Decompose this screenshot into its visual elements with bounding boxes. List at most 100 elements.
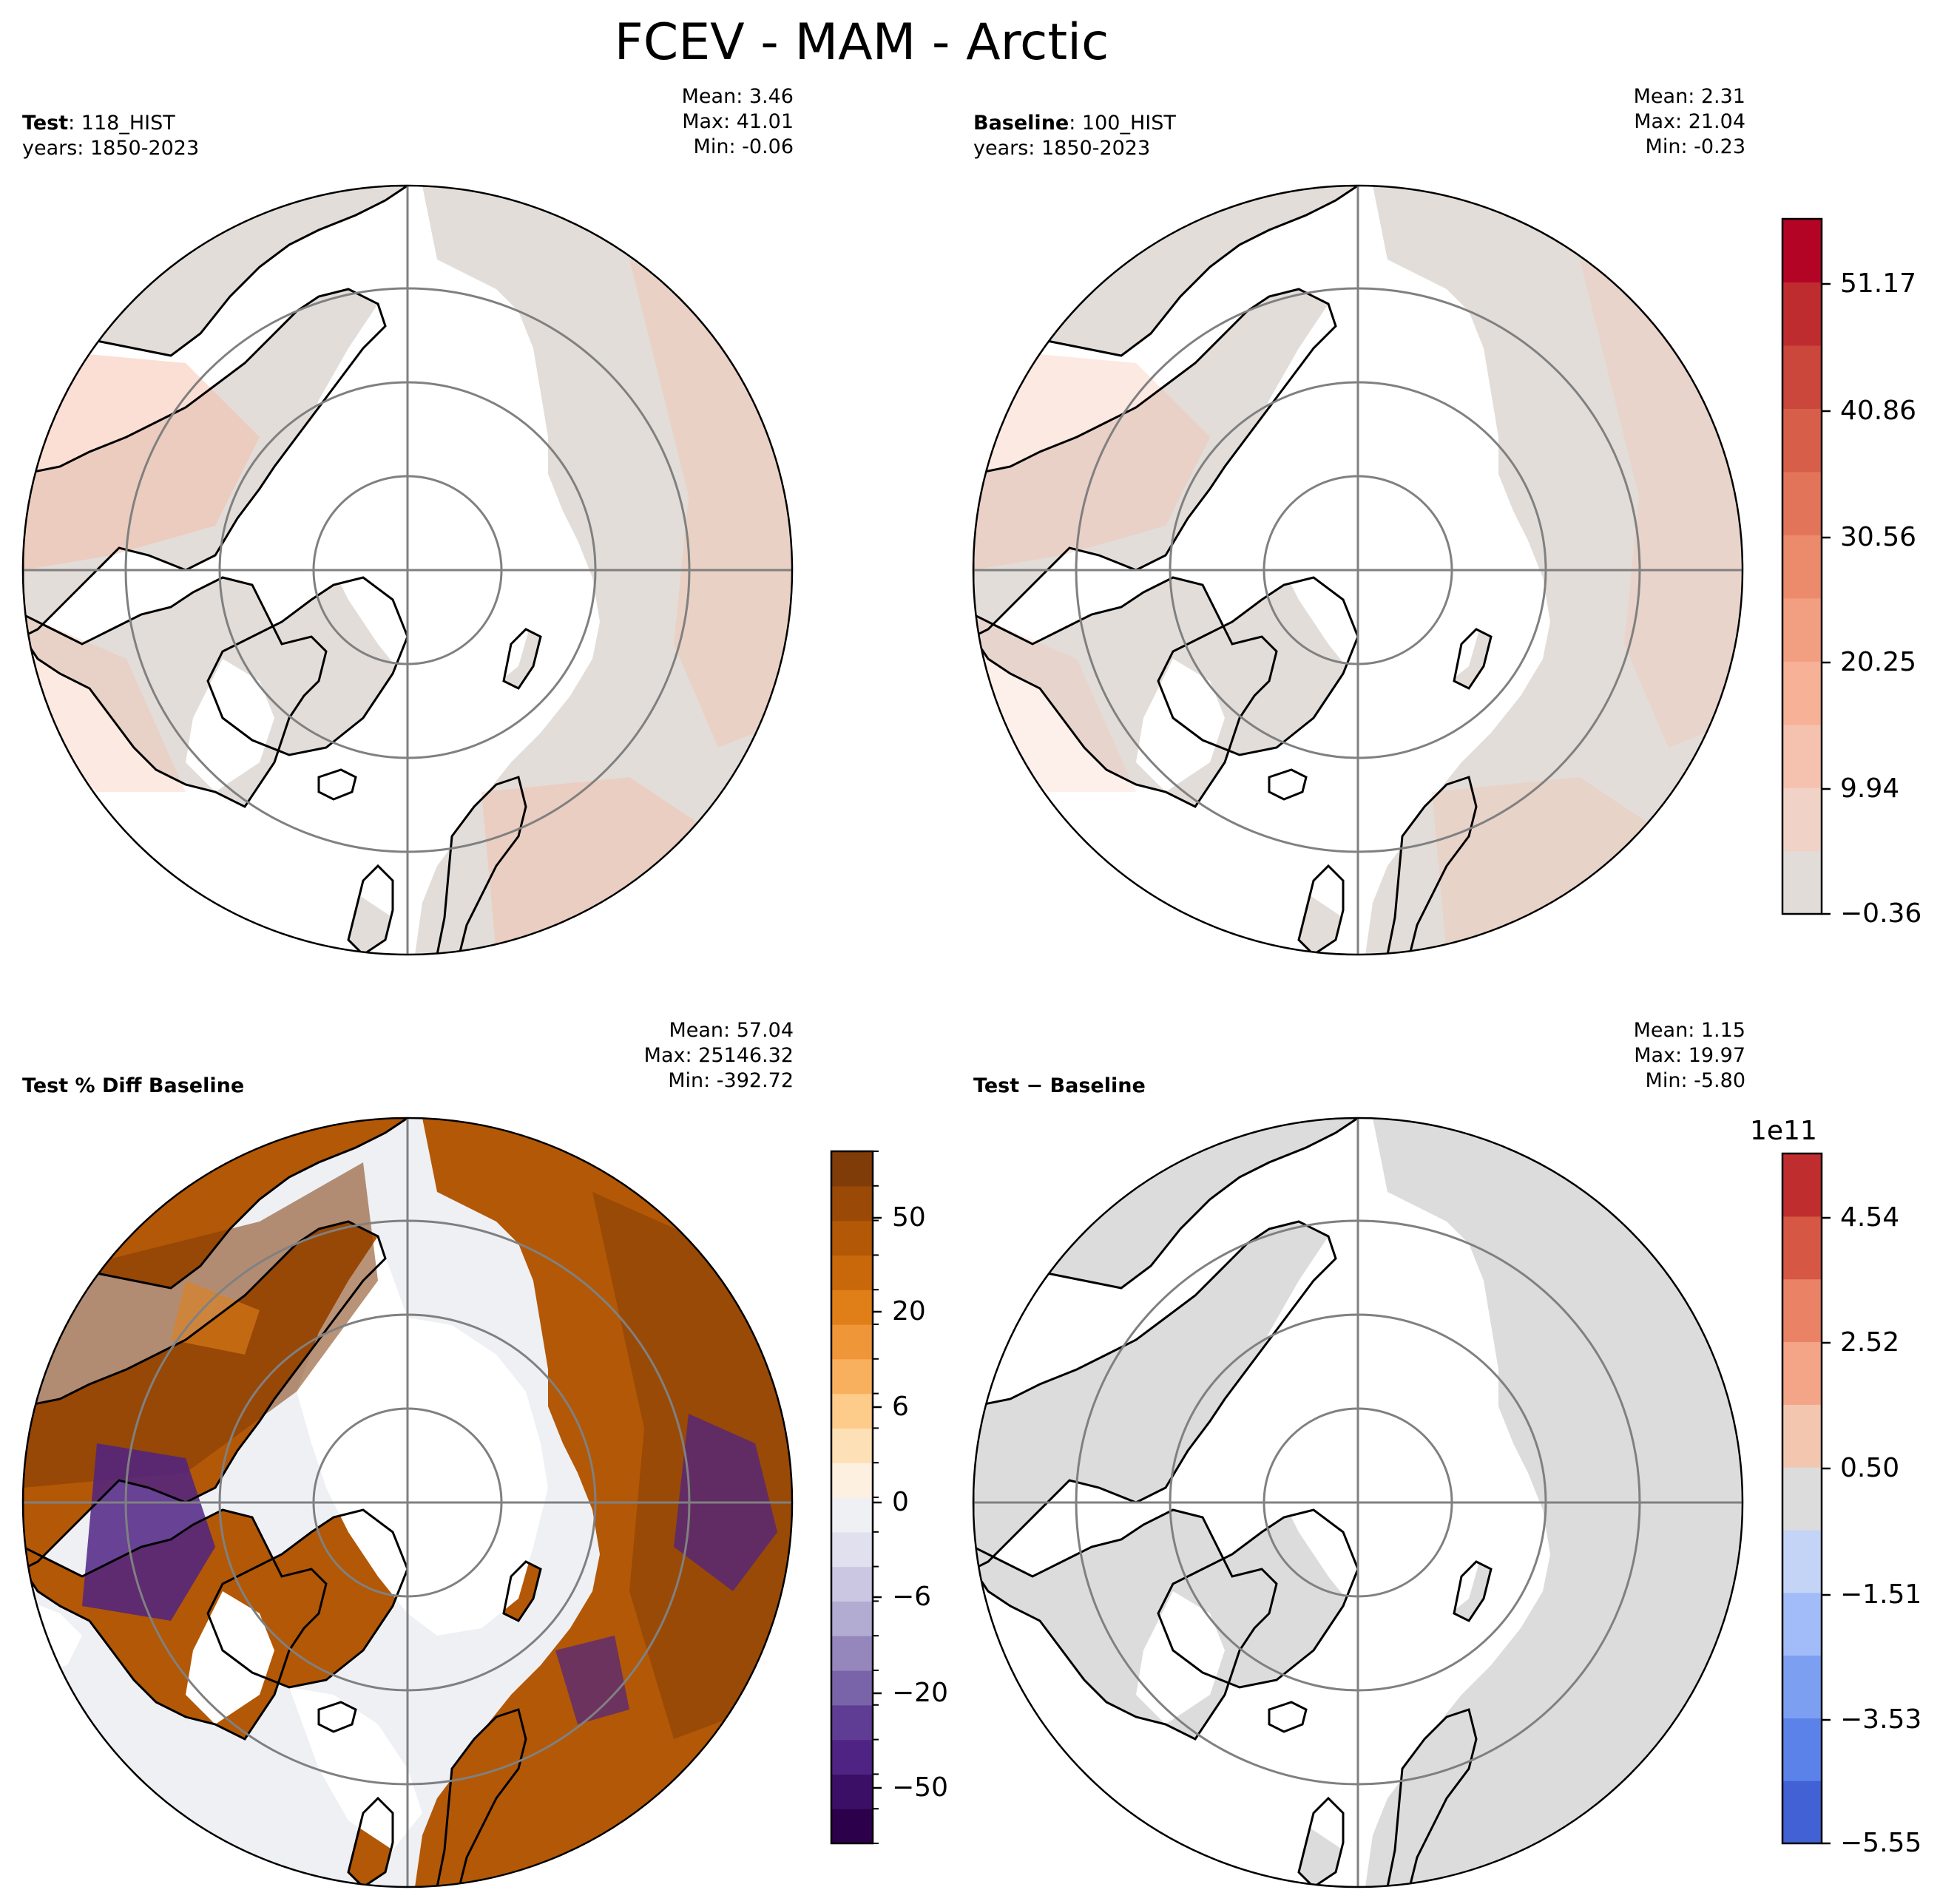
colorbar-pct-segment <box>831 1636 873 1671</box>
colorbar-pct-segment <box>831 1185 873 1222</box>
baseline-min: Min: -0.23 <box>1645 135 1745 158</box>
baseline-map-coast-iceland <box>1268 768 1308 801</box>
colorbar-diff-segment <box>1782 1529 1822 1593</box>
colorbar-diff-scale: 1e11 <box>1750 1116 1817 1146</box>
pctdiff-map-coast-iceland <box>317 1701 357 1733</box>
colorbar-main-frame <box>1781 217 1823 915</box>
cbar-diff-tick: 0.50 <box>1840 1453 1900 1483</box>
pctdiff-mean: Mean: 57.04 <box>669 1019 794 1042</box>
baseline-panel-stats: Mean: 2.31 Max: 21.04 Min: -0.23 <box>1634 84 1745 160</box>
test-map-shading <box>481 777 718 955</box>
pctdiff-panel-label: Test % Diff Baseline <box>22 1074 245 1097</box>
cbar-pct-tick: 0 <box>892 1487 909 1517</box>
diff-min: Min: -5.80 <box>1645 1069 1745 1092</box>
cbar-pct-tick: −20 <box>892 1678 948 1708</box>
test-panel-stats: Mean: 3.46 Max: 41.01 Min: -0.06 <box>682 84 794 160</box>
colorbar-main-segment <box>1782 535 1822 599</box>
pctdiff-min: Min: -392.72 <box>668 1069 794 1092</box>
colorbar-pct-segment <box>831 1324 873 1360</box>
cbar-pct-tick: −50 <box>892 1772 948 1803</box>
baseline-map-border <box>972 184 1744 956</box>
pctdiff-map-arctic-ocean <box>297 1236 548 1636</box>
colorbar-diff-segment <box>1782 1781 1822 1844</box>
colorbar-diff-segment <box>1782 1404 1822 1468</box>
colorbar-pct-segment <box>831 1358 873 1395</box>
test-map-coast-greenland <box>206 576 409 756</box>
colorbar-diff-segment <box>1782 1216 1822 1280</box>
cbar-pct-tick: −6 <box>892 1582 932 1612</box>
diff-map <box>972 1117 1744 1888</box>
test-map-shading <box>23 348 260 570</box>
baseline-map-coast-scandinavia <box>1386 776 1478 955</box>
diff-mean: Mean: 1.15 <box>1633 1019 1745 1042</box>
baseline-map-coast-novaya <box>1453 628 1493 690</box>
cbar-main-tick: 30.56 <box>1840 522 1917 552</box>
diff-map-coast-northAmericaSouth <box>973 1508 1278 1741</box>
colorbar-pct-segment <box>831 1566 873 1602</box>
baseline-map-shading <box>973 348 1210 570</box>
test-map-coast-uk <box>347 864 394 955</box>
cbar-diff-tick: 2.52 <box>1840 1327 1900 1358</box>
test-map-labrador-sea <box>186 659 274 792</box>
test-min: Min: -0.06 <box>693 135 794 158</box>
test-map-arctic-ocean <box>297 304 548 703</box>
colorbar-diff-segment <box>1782 1467 1822 1531</box>
colorbar-pct-segment <box>831 1393 873 1429</box>
cbar-main-tick: −0.36 <box>1840 898 1922 929</box>
cbar-main-tick: 20.25 <box>1840 647 1917 677</box>
colorbar-main-segment <box>1782 787 1822 852</box>
colorbar-pct-segment <box>831 1531 873 1568</box>
colorbar-pct-segment <box>831 1670 873 1706</box>
colorbar-pct-segment <box>831 1151 873 1187</box>
colorbar-main-segment <box>1782 345 1822 409</box>
pctdiff-map-coast-northAmericaSouth <box>23 1508 328 1741</box>
colorbar-diff-segment <box>1782 1153 1822 1217</box>
figure-title: FCEV - MAM - Arctic <box>614 13 1109 72</box>
colorbar-diff-segment <box>1782 1655 1822 1718</box>
colorbar-diff-segment <box>1782 1718 1822 1781</box>
cbar-diff-tick: −1.51 <box>1840 1579 1922 1610</box>
pctdiff-map-coast-greenland <box>206 1508 409 1689</box>
baseline-map-labrador-sea <box>1136 659 1225 792</box>
pctdiff-map-coast-uk <box>347 1796 394 1887</box>
cbar-diff-tick: −3.53 <box>1840 1704 1922 1735</box>
cbar-main-tick: 9.94 <box>1840 773 1900 804</box>
colorbar-main-segment <box>1782 597 1822 662</box>
colorbar-pct-segment <box>831 1739 873 1775</box>
pctdiff-map-border <box>21 1117 794 1888</box>
colorbar-main-segment <box>1782 661 1822 725</box>
baseline-max: Max: 21.04 <box>1634 110 1745 133</box>
baseline-map <box>972 184 1744 956</box>
colorbar-pct-segment <box>831 1774 873 1809</box>
colorbar-main <box>1781 217 1831 915</box>
baseline-map-land-scandinavia <box>1388 777 1476 955</box>
diff-map-labrador-sea <box>1136 1591 1225 1724</box>
baseline-map-coast-northAmerica <box>973 186 1362 639</box>
pctdiff-map <box>21 1117 794 1888</box>
colorbar-main-segment <box>1782 850 1822 915</box>
diff-map-coast-scandinavia <box>1386 1708 1478 1887</box>
diff-map-border <box>972 1117 1744 1888</box>
colorbar-pct-segment <box>831 1428 873 1463</box>
colorbar-main-segment <box>1782 408 1822 472</box>
pctdiff-map-coast-northAmerica <box>23 1118 411 1571</box>
pctdiff-map-labrador-sea <box>186 1591 274 1724</box>
colorbar-pct-segment <box>831 1497 873 1533</box>
test-map-coast-novaya <box>502 628 542 690</box>
diff-map-coast-uk <box>1297 1796 1345 1887</box>
pctdiff-map-shading <box>82 1443 215 1621</box>
test-panel-years: years: 1850-2023 <box>22 137 200 160</box>
pctdiff-map-shading <box>555 1636 629 1724</box>
test-map <box>21 184 794 956</box>
diff-map-coast-novaya <box>1453 1560 1493 1622</box>
test-map-coast-northAmericaSouth <box>23 576 328 808</box>
colorbar-diff-segment <box>1782 1592 1822 1656</box>
colorbar-pct-segment <box>831 1704 873 1741</box>
pctdiff-max: Max: 25146.32 <box>643 1044 794 1067</box>
diff-max: Max: 19.97 <box>1634 1044 1745 1067</box>
cbar-pct-tick: 20 <box>892 1296 926 1327</box>
baseline-map-coast-greenland <box>1157 576 1359 756</box>
colorbar-diff-segment <box>1782 1341 1822 1405</box>
pctdiff-map-land-scandinavia <box>437 1710 526 1887</box>
